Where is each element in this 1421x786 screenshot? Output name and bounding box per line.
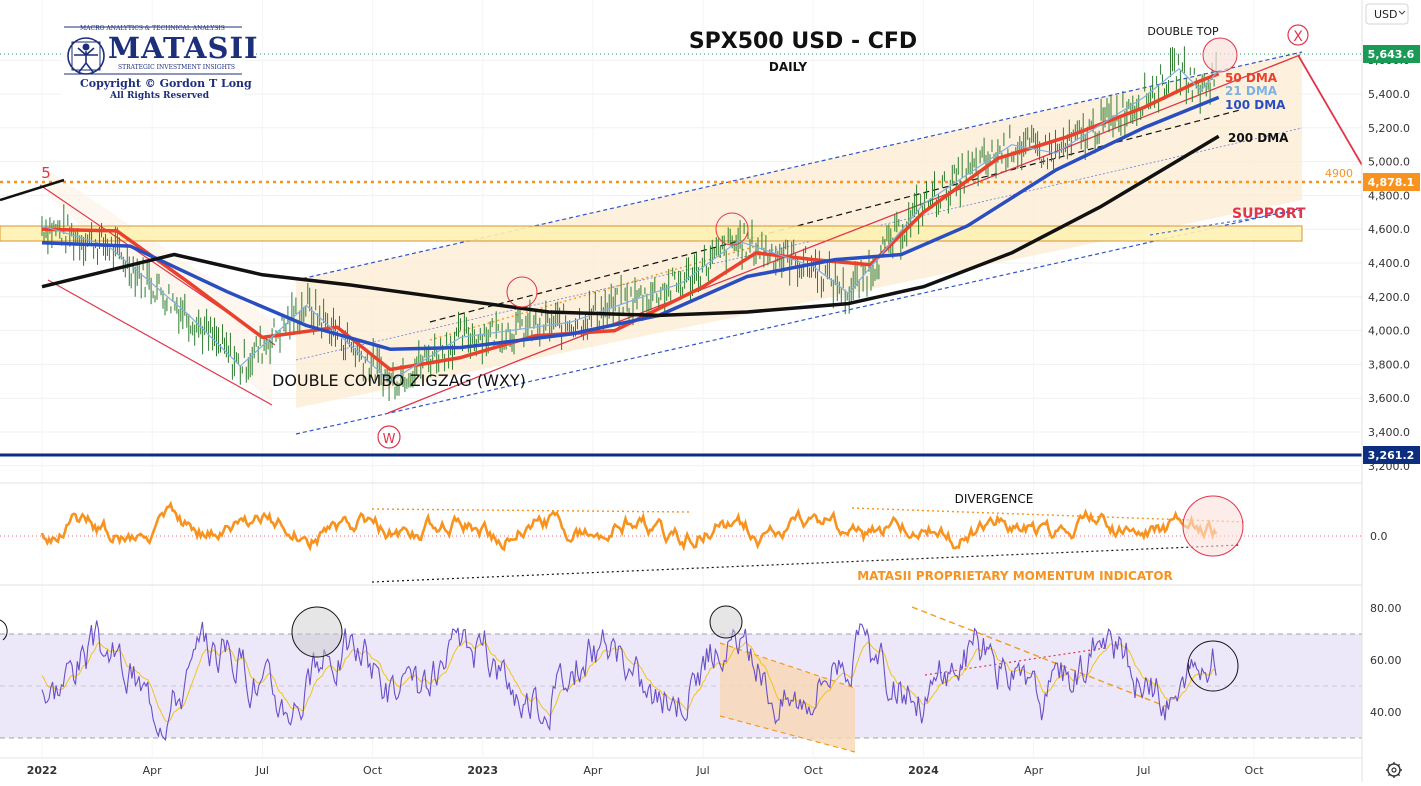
y-tick-label: 4,200.0	[1368, 291, 1410, 304]
x-tick-label: Oct	[804, 764, 824, 777]
wave-x-label: X	[1293, 29, 1303, 45]
ma-line-50-dma	[41, 72, 1220, 372]
channel-mid	[295, 127, 1303, 361]
level-4900-price-text: 4,878.1	[1368, 176, 1415, 189]
ma21-label: 21 DMA	[1225, 84, 1278, 98]
momentum-tick-label: 0.0	[1370, 530, 1388, 543]
chart-subtitle: DAILY	[769, 60, 807, 74]
x-axis: 2022 Apr Jul Oct 2023 Apr Jul Oct 2024 Apr Jul Oct	[27, 764, 1265, 777]
x-tick-label: 2024	[908, 764, 939, 777]
y-tick-label: 4,400.0	[1368, 257, 1410, 270]
level-3261-price-text: 3,261.2	[1368, 449, 1415, 462]
x-tick-label: Oct	[1244, 764, 1264, 777]
y-tick-label: 5,400.0	[1368, 88, 1410, 101]
currency-button[interactable]: USD	[1365, 3, 1409, 25]
ma-lines	[41, 68, 1220, 382]
y-tick-label: 3,600.0	[1368, 392, 1410, 405]
y-tick-label: 3,800.0	[1368, 358, 1410, 371]
y-axis: 5,400.0 5,200.0 5,000.0 4,800.0 4,600.0 4,400…	[1368, 54, 1410, 719]
ma50-label: 50 DMA	[1225, 71, 1278, 85]
circle-w	[377, 425, 401, 449]
x-tick-label: Jul	[255, 764, 269, 777]
x-tick-label: Oct	[363, 764, 383, 777]
circle-2023-peak	[715, 212, 749, 246]
rsi-tick-label: 40.00	[1370, 706, 1402, 719]
x-tick-label: Apr	[143, 764, 163, 777]
chevron-down-icon	[1398, 10, 1406, 15]
rsi-left-edge-arc	[0, 619, 8, 641]
red-upper-2022	[0, 178, 65, 202]
x-tick-label: 2023	[467, 764, 498, 777]
gear-icon[interactable]	[1386, 762, 1402, 778]
divergence-label: DIVERGENCE	[955, 492, 1034, 506]
logo-emblem	[61, 23, 245, 103]
rsi-pink-trend	[924, 647, 1106, 676]
last-price-badge	[1363, 45, 1420, 63]
x-tick-label: Apr	[583, 764, 603, 777]
y-tick-label: 4,600.0	[1368, 223, 1410, 236]
red-trend-2	[47, 279, 273, 406]
rsi-orange-trend	[911, 606, 1171, 709]
x-tick-label: Jul	[695, 764, 709, 777]
rsi-circle-3	[1187, 640, 1239, 692]
y-tick-label: 3,400.0	[1368, 426, 1410, 439]
logo-tagline: STRATEGIC INVESTMENT INSIGHTS	[118, 64, 236, 71]
rsi-line	[41, 620, 1217, 742]
rsi-wedge-top	[719, 642, 856, 689]
wave-5-label: 5	[41, 164, 51, 182]
momentum-orange-trend	[371, 508, 691, 513]
y-tick-label: 4,800.0	[1368, 189, 1410, 202]
chart-title: SPX500 USD - CFD	[689, 29, 917, 54]
rsi-tick-label: 80.00	[1370, 602, 1402, 615]
currency-button-label: USD	[1374, 8, 1398, 21]
y-tick-label: 5,000.0	[1368, 156, 1410, 169]
level-4900-text: 4900	[1325, 167, 1353, 180]
momentum-orange-trend-2	[851, 507, 1246, 523]
level-4900-badge	[1363, 173, 1420, 191]
momentum-circle	[1182, 495, 1244, 557]
ma-line-21-dma	[41, 68, 1220, 382]
channel-lower	[295, 207, 1303, 435]
pattern-label: DOUBLE COMBO ZIGZAG (WXY)	[272, 371, 526, 390]
circle-x	[1287, 24, 1309, 46]
circle-double-top	[1202, 37, 1238, 73]
momentum-line	[40, 500, 1218, 552]
x-tick-label: Jul	[1136, 764, 1150, 777]
red-projection	[1297, 54, 1363, 166]
logo-rights: All Rights Reserved	[110, 91, 210, 101]
price-scale[interactable]	[1362, 0, 1421, 782]
rsi-circle-1	[291, 606, 343, 658]
wave-w-label: W	[383, 432, 396, 447]
logo-copyright: Copyright © Gordon T Long	[80, 77, 252, 90]
x-tick-label: Apr	[1024, 764, 1044, 777]
rsi-circle-2	[709, 605, 743, 639]
rsi-tick-label: 60.00	[1370, 654, 1402, 667]
x-tick-label: 2022	[27, 764, 58, 777]
circle-2022-peak	[506, 276, 538, 308]
ma200-label: 200 DMA	[1228, 131, 1289, 145]
last-price-text: 5,643.6	[1368, 48, 1415, 61]
double-top-label: DOUBLE TOP	[1147, 25, 1219, 38]
ma100-label: 100 DMA	[1225, 98, 1286, 112]
ma-line-200-dma	[41, 134, 1220, 318]
channel-upper	[295, 51, 1303, 281]
support-zone	[0, 225, 1303, 242]
momentum-indicator-label: MATASII PROPRIETARY MOMENTUM INDICATOR	[857, 569, 1173, 583]
logo-brand: MATASII	[108, 31, 259, 65]
level-3261-badge	[1363, 446, 1420, 464]
y-tick-label: 5,200.0	[1368, 122, 1410, 135]
y-tick-label: 4,000.0	[1368, 325, 1410, 338]
logo-top-line: MACRO ANALYTICS & TECHNICAL ANALYSIS	[80, 25, 225, 32]
matasii-logo: MACRO ANALYTICS & TECHNICAL ANALYSIS MAT…	[60, 22, 258, 104]
support-blue-extension	[1149, 209, 1303, 236]
support-label: SUPPORT	[1232, 206, 1306, 222]
